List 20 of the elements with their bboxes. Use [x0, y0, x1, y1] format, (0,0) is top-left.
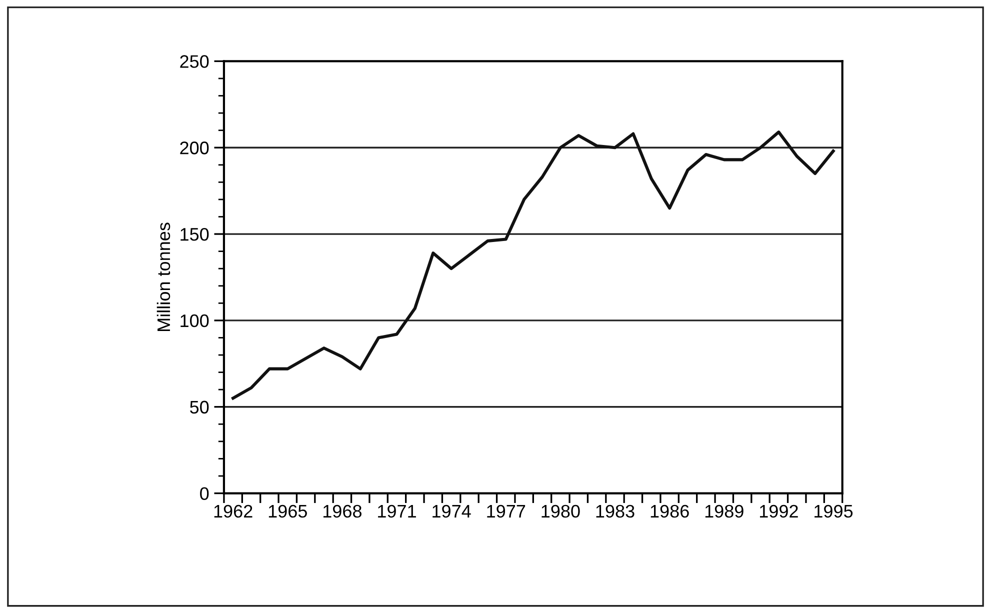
y-tick-label: 200 [180, 142, 209, 154]
x-tick-label: 1980 [542, 504, 580, 518]
x-tick-label: 1968 [323, 504, 362, 518]
y-tick-label: 150 [180, 228, 209, 241]
x-tick-label: 1962 [214, 504, 252, 518]
x-tick-label: 1995 [814, 504, 853, 518]
x-tick-label: 1965 [268, 504, 307, 518]
line-series [232, 130, 835, 400]
x-tick-label: 1974 [432, 504, 471, 518]
y-tick-label: 0 [200, 487, 209, 500]
x-tick-label: 1971 [378, 504, 416, 518]
x-tick-label: 1989 [705, 504, 744, 518]
y-tick-label: 250 [180, 55, 209, 68]
x-tick-label: 1992 [760, 504, 798, 518]
y-axis-title: Million tonnes [156, 222, 170, 331]
x-tick-label: 1986 [650, 504, 689, 518]
y-tick-label: 100 [180, 314, 209, 328]
x-tick-label: 1983 [596, 504, 634, 518]
y-tick-label: 50 [190, 400, 209, 414]
x-tick-label: 1977 [487, 504, 526, 518]
